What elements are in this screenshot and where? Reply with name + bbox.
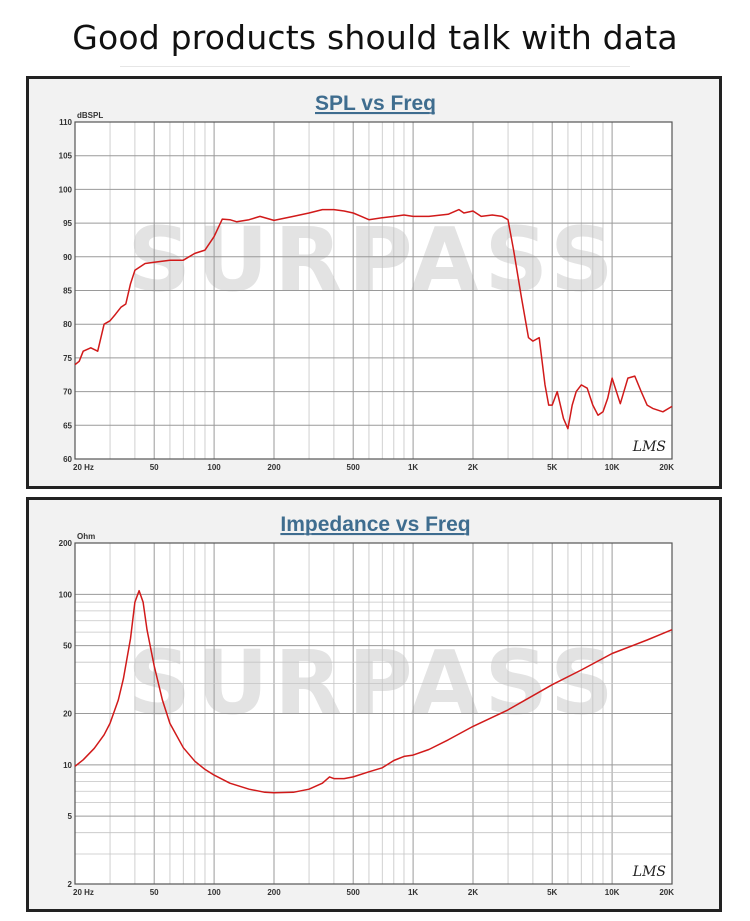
y-tick-label: 85	[63, 287, 72, 296]
y-tick-label: 50	[63, 642, 72, 651]
y-tick-label: 60	[63, 455, 72, 464]
x-tick-label: 50	[150, 888, 159, 897]
signature-mark: LMS	[632, 864, 666, 880]
x-tick-label: 5K	[547, 888, 557, 897]
page-headline: Good products should talk with data	[72, 18, 678, 57]
y-tick-label: 100	[59, 185, 73, 194]
y-axis-unit-label: Ohm	[77, 532, 95, 541]
spl-chart: SURPASS SPL vs Freq dBSPL 60 65 70 75 80 85 90 95 1…	[59, 92, 675, 472]
y-tick-label: 75	[63, 354, 72, 363]
y-axis-unit-label: dBSPL	[77, 111, 103, 120]
y-tick-label: 5	[68, 812, 73, 821]
y-tick-label: 100	[59, 590, 73, 599]
x-tick-label: 20K	[659, 888, 674, 897]
y-tick-label: 110	[59, 118, 72, 127]
plot-border	[74, 121, 673, 460]
grid	[74, 121, 673, 460]
x-tick-label: 50	[150, 463, 159, 472]
headline-divider	[120, 66, 630, 67]
signature-mark: LMS	[632, 439, 666, 455]
y-tick-label: 200	[59, 539, 73, 548]
x-tick-label: 1K	[408, 463, 418, 472]
x-tick-label: 20K	[659, 463, 674, 472]
y-tick-label: 80	[63, 320, 72, 329]
x-tick-label: 100	[207, 463, 221, 472]
y-tick-label: 2	[68, 880, 73, 889]
x-tick-label: 10K	[605, 463, 620, 472]
y-tick-label: 70	[63, 388, 72, 397]
series-line	[74, 589, 673, 794]
x-tick-label: 2K	[468, 888, 478, 897]
chart-title: SPL vs Freq	[315, 92, 436, 115]
chart-title: Impedance vs Freq	[280, 513, 470, 536]
x-tick-label: 500	[347, 463, 361, 472]
x-tick-label: 100	[207, 888, 221, 897]
grid	[74, 542, 673, 885]
y-tick-label: 90	[63, 253, 72, 262]
x-tick-label: 10K	[605, 888, 620, 897]
impedance-chart: SURPASS Impedance vs Freq Ohm 2 5 10 20 50 100 20…	[59, 513, 675, 897]
x-tick-label: 5K	[547, 463, 557, 472]
x-tick-label: 20 Hz	[73, 888, 94, 897]
x-tick-label: 500	[347, 888, 361, 897]
x-tick-label: 2K	[468, 463, 478, 472]
y-tick-label: 105	[59, 152, 73, 161]
impedance-chart-panel: SURPASS Impedance vs Freq Ohm 2 5 10 20 50 100 20…	[26, 497, 722, 912]
x-tick-label: 1K	[408, 888, 418, 897]
x-tick-label: 200	[267, 463, 281, 472]
spl-chart-panel: SURPASS SPL vs Freq dBSPL 60 65 70 75 80 85 90 95 1…	[26, 76, 722, 489]
y-tick-label: 20	[63, 710, 72, 719]
watermark-text: SURPASS	[128, 632, 620, 735]
y-tick-label: 95	[63, 219, 72, 228]
series-line	[74, 208, 673, 430]
y-tick-label: 10	[63, 761, 72, 770]
x-tick-label: 200	[267, 888, 281, 897]
watermark-text: SURPASS	[128, 209, 620, 312]
x-tick-label: 20 Hz	[73, 463, 94, 472]
y-tick-label: 65	[63, 421, 72, 430]
plot-border	[74, 542, 673, 885]
